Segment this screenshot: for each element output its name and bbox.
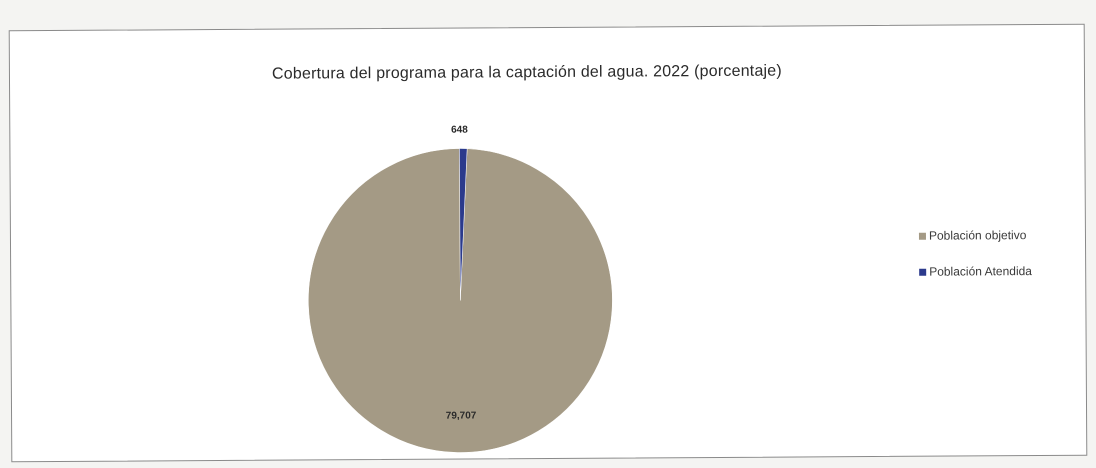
data-label-objetivo: 79,707 [446, 410, 477, 421]
pie-slice-atendida [459, 148, 468, 301]
legend-label-atendida: Población Atendida [929, 264, 1032, 279]
chart-legend: Población objetivo Población Atendida [918, 227, 1032, 300]
data-label-atendida: 648 [451, 125, 468, 136]
legend-label-objetivo: Población objetivo [928, 228, 1027, 243]
pie-chart: 79,707 648 [308, 125, 613, 453]
chart-frame: Cobertura del programa para la captación… [8, 23, 1088, 463]
legend-swatch-atendida [919, 268, 927, 276]
legend-item-atendida: Población Atendida [919, 263, 1032, 280]
legend-swatch-objetivo [918, 232, 926, 240]
legend-item-objetivo: Población objetivo [918, 227, 1032, 244]
